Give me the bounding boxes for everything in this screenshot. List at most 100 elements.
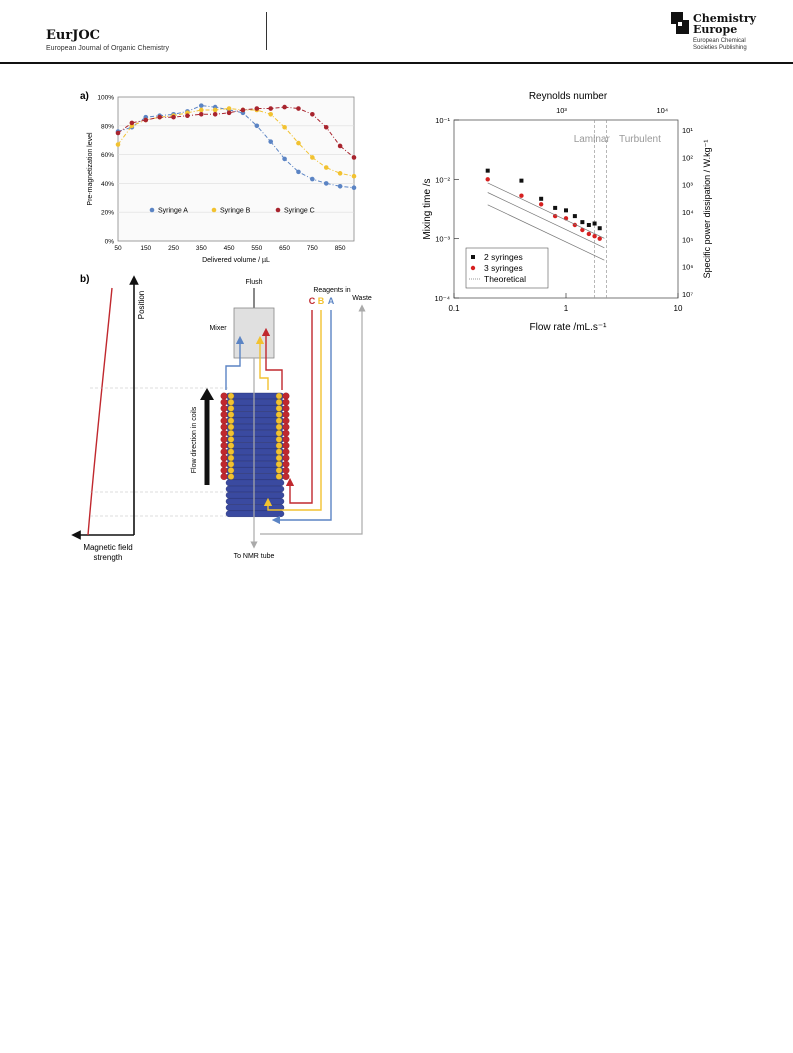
data-point: [254, 123, 260, 129]
data-point: [519, 193, 524, 198]
coil-turn: [225, 398, 285, 406]
data-point: [564, 208, 568, 213]
coil-end-b: [275, 417, 283, 424]
publisher-sub-line2: Societies Publishing: [693, 45, 747, 51]
coil-end-b: [275, 436, 283, 443]
coil-end-c: [282, 448, 290, 456]
plot-area: [117, 96, 355, 242]
coil-end-b: [275, 442, 283, 449]
x-tick-label: 250: [168, 245, 179, 252]
legend-label: Syringe C: [284, 208, 315, 215]
data-point: [597, 236, 602, 241]
data-point: [282, 104, 287, 110]
coil-end-c: [282, 404, 290, 412]
y-tick-label: 60%: [101, 152, 114, 159]
coil-end-c: [220, 448, 228, 456]
legend-box: [465, 247, 549, 289]
x-tick-label: 750: [307, 245, 318, 252]
right-tick-label: 10⁴: [682, 208, 694, 217]
data-point: [351, 155, 357, 160]
flow-coil-diagram: b) Position Magnetic field strength Flow…: [71, 274, 372, 562]
coil-turn: [225, 392, 285, 400]
coil-turn: [225, 491, 285, 499]
y-tick-label: 10⁻⁴: [434, 294, 450, 303]
data-point: [580, 227, 585, 233]
right-tick-label: 10³: [682, 181, 693, 190]
data-point: [115, 130, 121, 136]
coil-turn: [225, 448, 285, 456]
coil-turn: [225, 454, 285, 462]
reagent-b-label: B: [318, 296, 325, 306]
coil-end-b: [275, 405, 283, 412]
coil-end-b: [227, 423, 235, 431]
coil-end-c: [220, 392, 228, 400]
reagent-b-line-in: [263, 310, 322, 511]
reagent-a-label: A: [328, 296, 335, 306]
coil-end-c: [282, 411, 290, 419]
data-point: [254, 106, 260, 111]
coil-end-b: [227, 411, 235, 418]
region-label: Turbulent: [619, 134, 661, 145]
data-point: [212, 111, 218, 117]
coil-end-b: [227, 392, 235, 400]
coil-end-c: [220, 404, 228, 412]
data-point: [226, 106, 232, 111]
x-tick-label: 550: [251, 245, 262, 252]
coil-end-c: [282, 442, 290, 450]
waste-label: Waste: [352, 295, 372, 302]
field-label-line1: Magnetic field: [83, 543, 132, 552]
data-point: [552, 213, 558, 219]
coil-end-b: [275, 392, 283, 400]
flow-direction-label: Flow direction in coils: [191, 406, 198, 473]
data-point: [171, 114, 176, 120]
y-tick-label: 20%: [101, 210, 114, 217]
right-tick-label: 10⁵: [682, 235, 693, 244]
legend-label: Syringe A: [158, 208, 188, 215]
chemistry-europe-logo-icon: [671, 12, 689, 34]
right-axis-label: Specific power dissipation / W.kg⁻¹: [702, 140, 712, 279]
coil-end-b: [227, 442, 235, 449]
coil-end-b: [227, 405, 235, 412]
data-point: [323, 165, 329, 170]
theoretical-line: [487, 182, 605, 239]
x-tick-label: 50: [114, 245, 122, 252]
y-tick-label: 100%: [97, 95, 114, 102]
coil-end-b: [227, 399, 235, 406]
x-tick-label: 450: [224, 245, 235, 252]
data-point: [351, 185, 357, 191]
nmr-tube-label: To NMR tube: [234, 553, 275, 560]
data-point: [337, 143, 343, 149]
coil-end-b: [227, 454, 235, 462]
coil-end-b: [227, 430, 235, 437]
data-point: [129, 120, 135, 126]
coil-turn: [225, 405, 285, 412]
y-tick-label: 0%: [105, 239, 115, 246]
x-tick-label: 150: [140, 245, 151, 252]
legend-label: Theoretical: [484, 274, 526, 284]
coil-end-c: [282, 435, 290, 443]
data-point: [240, 107, 246, 113]
coil-end-b: [275, 423, 283, 431]
coil-end-c: [282, 460, 290, 468]
data-point: [268, 139, 274, 144]
coil-turn: [225, 436, 285, 443]
right-tick-label: 10⁶: [682, 263, 693, 272]
legend-marker: [471, 255, 475, 259]
coil-end-b: [227, 417, 235, 424]
data-point: [586, 222, 591, 227]
reagent-c-line-mixer: [261, 327, 283, 390]
coil-end-b: [275, 411, 283, 418]
position-label: Position: [137, 291, 146, 319]
coil-end-b: [275, 430, 283, 437]
coil-end-c: [220, 460, 228, 468]
theoretical-line: [487, 204, 605, 261]
coil-end-b: [227, 461, 235, 468]
coil-turn: [225, 417, 285, 425]
data-point: [580, 220, 585, 225]
coil-end-c: [220, 473, 228, 481]
reagent-c-label: C: [309, 296, 316, 306]
y-axis-label: Pre-magnetization level: [87, 132, 94, 206]
region-label: Laminar: [574, 134, 611, 145]
top-tick-label: 10³: [556, 106, 567, 115]
legend-marker: [211, 207, 217, 213]
